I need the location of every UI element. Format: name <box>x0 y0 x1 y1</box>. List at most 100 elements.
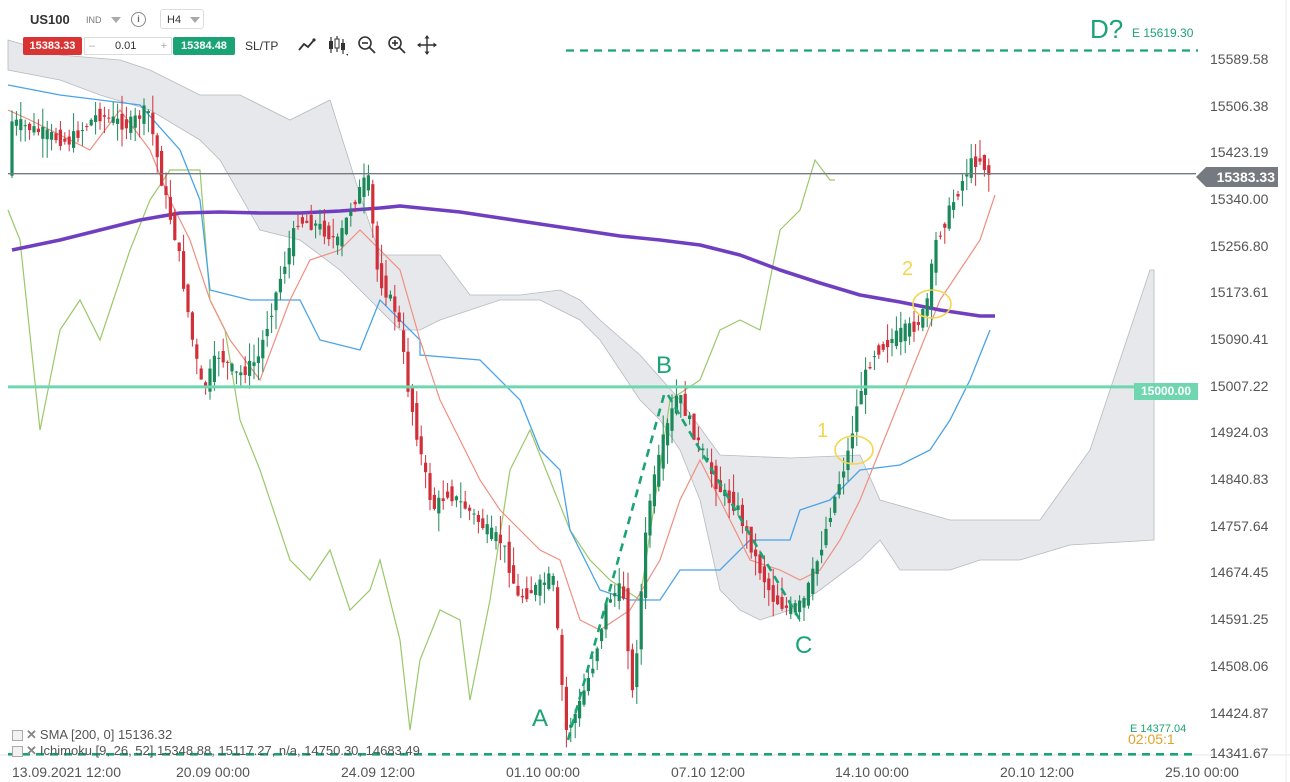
candle-body <box>947 205 951 229</box>
candle-body <box>472 513 476 515</box>
current-price-pointer <box>1196 167 1206 187</box>
candle-body <box>138 115 142 119</box>
candle-body <box>217 357 221 359</box>
sltp-button[interactable]: SL/TP <box>245 39 279 53</box>
candle-body <box>789 603 793 615</box>
candle-body <box>41 126 45 139</box>
info-icon[interactable]: i <box>131 12 146 27</box>
candle-body <box>784 605 788 608</box>
remove-indicator-icon[interactable]: ✕ <box>26 727 37 742</box>
candle-body <box>463 501 467 509</box>
bottom-level-label: E 14377.04 <box>1130 723 1187 735</box>
candle-body <box>960 181 964 191</box>
zoom-in-icon[interactable] <box>386 34 408 56</box>
candle-body <box>498 534 502 544</box>
candle-body <box>380 263 384 289</box>
candle-body <box>296 225 300 227</box>
candle-body <box>32 126 36 133</box>
timeframe-select[interactable]: H4 <box>160 9 204 29</box>
candle-body <box>278 278 282 293</box>
candle-body <box>912 321 916 332</box>
legend-settings-icon[interactable] <box>12 746 23 758</box>
time-tick: 01.10 00:00 <box>506 764 580 780</box>
candle-body <box>441 498 445 502</box>
level-15000-label[interactable]: 15000.00 <box>1134 383 1198 400</box>
price-tick: 15589.58 <box>1210 51 1269 67</box>
candle-body <box>749 526 753 553</box>
candle-body <box>833 496 837 513</box>
wave-ab-line <box>566 394 666 741</box>
candle-body <box>578 700 582 719</box>
symbol-dropdown-icon[interactable] <box>111 17 121 23</box>
candle-body <box>859 390 863 405</box>
candle-body <box>393 296 397 312</box>
candle-body <box>454 496 458 501</box>
candle-body <box>525 588 529 600</box>
candle-body <box>424 462 428 473</box>
price-tick: 15340.00 <box>1210 191 1269 207</box>
candle-body <box>890 338 894 344</box>
candle-body <box>89 119 93 126</box>
candle-body <box>476 514 480 522</box>
candle-body <box>327 225 331 240</box>
candle-body <box>595 648 599 662</box>
candle-body <box>688 415 692 420</box>
time-tick: 07.10 12:00 <box>671 764 745 780</box>
candle-body <box>842 471 846 478</box>
time-tick: 25.10 00:00 <box>1165 764 1239 780</box>
indicator-lines <box>7 84 996 731</box>
target-level-label: E 15619.30 <box>1132 26 1194 40</box>
timeframe-value: H4 <box>167 14 182 26</box>
zoom-out-icon[interactable] <box>356 34 378 56</box>
candle-body <box>771 585 775 602</box>
candle-body <box>798 600 802 613</box>
chart-toolbar: US100 IND i H4 15383.33 – 0.01 + 15384.4… <box>0 0 440 62</box>
signal-marker-1: 1 <box>817 420 829 442</box>
candle-body <box>820 549 824 556</box>
candle-body <box>252 362 256 366</box>
candle-body <box>639 591 643 650</box>
ichimoku-legend[interactable]: ✕ Ichimoku [9, 26, 52] 15348.88, 15117.27… <box>12 743 420 759</box>
candle-body <box>965 174 969 177</box>
price-tick: 15423.19 <box>1210 144 1269 160</box>
candle-body <box>309 214 313 230</box>
price-tick: 14591.25 <box>1210 611 1269 627</box>
sell-button[interactable]: 15383.33 <box>23 37 82 55</box>
candle-body <box>740 504 744 526</box>
volume-stepper[interactable]: – 0.01 + <box>84 37 172 55</box>
ichimoku-legend-text: Ichimoku [9, 26, 52] 15348.88, 15117.27,… <box>39 743 420 758</box>
candle-body <box>560 634 564 685</box>
candle-body <box>916 322 920 325</box>
buy-button[interactable]: 15384.48 <box>173 37 235 55</box>
wave-label-b: B <box>656 352 673 379</box>
candle-body <box>899 327 903 343</box>
chikou-line <box>7 158 835 731</box>
volume-increase-button[interactable]: + <box>160 40 167 52</box>
wave-bc-line <box>666 394 802 621</box>
candle-body <box>204 382 208 387</box>
sma-legend[interactable]: ✕ SMA [200, 0] 15136.32 <box>12 727 172 743</box>
candle-body <box>19 119 23 131</box>
candlestick-icon[interactable] <box>326 34 348 56</box>
remove-indicator-icon[interactable]: ✕ <box>26 743 37 758</box>
candles[interactable] <box>10 95 991 748</box>
candle-body <box>283 266 287 274</box>
candle-body <box>529 590 533 594</box>
candle-body <box>613 592 617 597</box>
line-chart-icon[interactable] <box>297 34 319 56</box>
volume-value[interactable]: 0.01 <box>115 40 137 52</box>
legend-settings-icon[interactable] <box>12 730 23 742</box>
move-icon[interactable] <box>416 34 438 56</box>
candle-body <box>142 105 146 124</box>
candle-body <box>670 408 674 431</box>
symbol-name[interactable]: US100 <box>30 12 70 27</box>
candle-body <box>111 116 115 123</box>
candle-body <box>762 566 766 583</box>
candle-body <box>190 312 194 340</box>
candle-body <box>102 115 106 117</box>
volume-decrease-button[interactable]: – <box>89 40 96 52</box>
candle-body <box>481 518 485 529</box>
candle-body <box>921 309 925 328</box>
candle-body <box>340 228 344 247</box>
